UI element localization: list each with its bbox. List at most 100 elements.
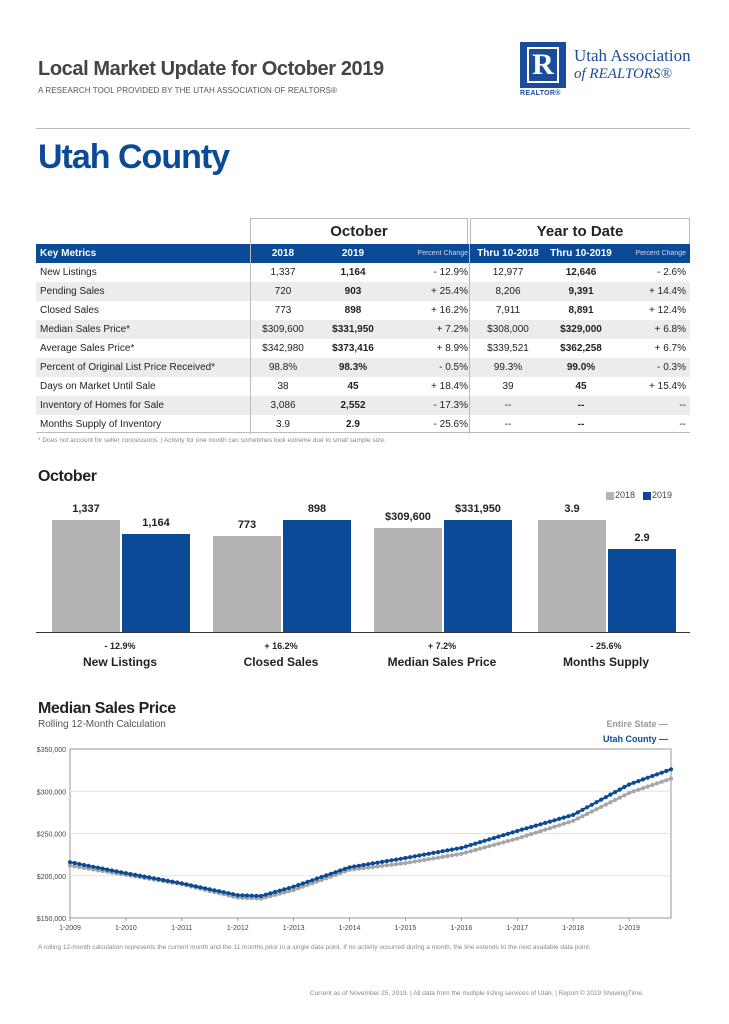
table-separator bbox=[469, 244, 470, 434]
series-point bbox=[603, 802, 608, 807]
bar-chart-baseline bbox=[36, 632, 690, 633]
bar-group-label: New Listings bbox=[82, 655, 157, 669]
series-point bbox=[137, 873, 142, 878]
series-point bbox=[613, 797, 618, 802]
series-point bbox=[631, 789, 636, 794]
series-point bbox=[128, 872, 133, 877]
series-point bbox=[454, 846, 459, 851]
series-point bbox=[594, 807, 599, 812]
series-point bbox=[221, 890, 226, 895]
x-tick-label: 1-2009 bbox=[59, 925, 81, 932]
metric-value: 3.9 bbox=[276, 419, 290, 430]
series-point bbox=[324, 876, 329, 881]
y-tick-label: $200,000 bbox=[37, 874, 66, 881]
bar-group-label: Median Sales Price bbox=[387, 655, 497, 669]
page-subtitle: A RESEARCH TOOL PROVIDED BY THE UTAH ASS… bbox=[38, 86, 338, 95]
metric-label: Closed Sales bbox=[40, 305, 99, 316]
series-point bbox=[496, 834, 501, 839]
bar-chart-title: October bbox=[38, 468, 97, 485]
metric-value: 99.3% bbox=[493, 362, 523, 373]
series-point bbox=[496, 841, 501, 846]
series-point bbox=[179, 881, 184, 886]
col-2019: 2019 bbox=[341, 248, 365, 259]
metric-label: Inventory of Homes for Sale bbox=[40, 400, 164, 411]
metric-value: + 25.4% bbox=[431, 286, 468, 297]
series-point bbox=[375, 864, 380, 869]
series-point bbox=[589, 809, 594, 814]
series-point bbox=[394, 862, 399, 867]
bar-2018 bbox=[374, 528, 442, 632]
col-key-metrics: Key Metrics bbox=[40, 248, 97, 259]
series-point bbox=[668, 767, 674, 772]
series-point bbox=[356, 866, 361, 871]
series-point bbox=[589, 802, 594, 807]
table-row: Percent of Original List Price Received*… bbox=[36, 358, 690, 377]
series-point bbox=[519, 835, 525, 840]
table-footnote: * Does not account for seller concession… bbox=[38, 437, 386, 444]
series-point bbox=[664, 778, 669, 783]
series-point bbox=[473, 841, 478, 846]
series-point bbox=[552, 824, 557, 829]
series-point bbox=[114, 869, 119, 874]
series-point bbox=[398, 861, 403, 866]
x-tick-label: 1-2013 bbox=[283, 925, 305, 932]
metric-value: 7,911 bbox=[495, 305, 521, 316]
bar-group-pct-change: - 25.6% bbox=[590, 641, 622, 651]
series-point bbox=[519, 827, 525, 832]
series-point bbox=[547, 819, 553, 824]
series-point bbox=[529, 832, 534, 837]
series-point bbox=[463, 850, 469, 855]
metric-value: -- bbox=[679, 419, 686, 430]
series-point bbox=[599, 797, 604, 802]
metric-value: $329,000 bbox=[560, 324, 602, 335]
series-point bbox=[533, 823, 539, 828]
series-point bbox=[244, 893, 250, 898]
series-point bbox=[543, 820, 548, 825]
metric-value: - 17.3% bbox=[433, 400, 468, 411]
metric-value: 773 bbox=[274, 305, 292, 316]
series-point bbox=[389, 858, 394, 863]
series-point bbox=[505, 839, 510, 844]
series-point bbox=[338, 868, 343, 873]
bar-2019 bbox=[608, 549, 676, 632]
series-point bbox=[594, 800, 599, 805]
metric-value: 45 bbox=[347, 381, 359, 392]
group-header-ytd: Year to Date bbox=[470, 218, 690, 244]
page-footer: Current as of November 25, 2019. | All d… bbox=[310, 990, 644, 997]
bar-2019 bbox=[444, 520, 512, 632]
series-point bbox=[254, 893, 259, 898]
series-point bbox=[477, 840, 483, 845]
metric-value: -- bbox=[577, 400, 585, 411]
legend-utah-county: Utah County — bbox=[602, 734, 668, 744]
metric-value: $309,600 bbox=[262, 324, 304, 335]
metric-label: Months Supply of Inventory bbox=[40, 419, 162, 430]
y-tick-label: $150,000 bbox=[37, 916, 66, 923]
series-point bbox=[324, 873, 329, 878]
legend-label-2018: 2018 bbox=[615, 490, 636, 500]
x-tick-label: 1-2014 bbox=[339, 925, 361, 932]
metric-value: 8,206 bbox=[495, 286, 521, 297]
series-point bbox=[352, 864, 357, 869]
series-point bbox=[403, 855, 408, 861]
association-name-line2: of REALTORS® bbox=[574, 66, 672, 82]
series-point bbox=[501, 833, 506, 838]
series-point bbox=[524, 833, 529, 838]
realtor-logo-letter: R bbox=[527, 47, 559, 83]
series-point bbox=[347, 865, 352, 870]
metric-value: 98.8% bbox=[268, 362, 298, 373]
series-point bbox=[291, 884, 296, 889]
series-point bbox=[156, 877, 161, 882]
legend-entire-state-label: Entire State bbox=[606, 719, 657, 729]
series-point bbox=[454, 852, 459, 857]
series-point bbox=[426, 857, 431, 862]
series-point bbox=[459, 845, 464, 850]
series-point bbox=[529, 824, 534, 830]
series-point bbox=[366, 865, 371, 870]
series-point bbox=[505, 831, 510, 836]
series-point bbox=[282, 890, 287, 895]
series-point bbox=[561, 815, 566, 820]
series-point bbox=[668, 776, 674, 781]
table-row: New Listings 1,337 1,164 - 12.9% 12,977 12,64… bbox=[36, 263, 690, 282]
series-point bbox=[491, 835, 497, 841]
series-point bbox=[608, 800, 613, 805]
